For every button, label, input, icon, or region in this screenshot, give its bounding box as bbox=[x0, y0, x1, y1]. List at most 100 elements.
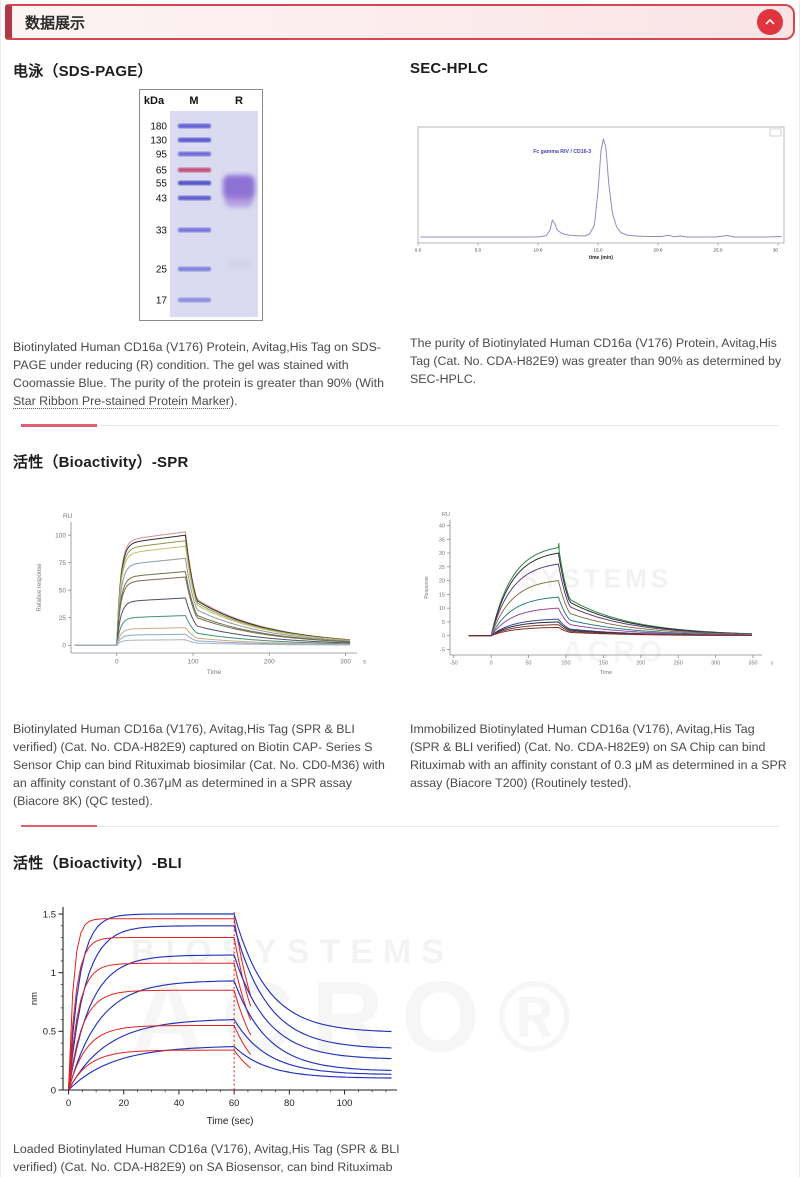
svg-text:200: 200 bbox=[636, 661, 645, 667]
svg-text:200: 200 bbox=[264, 659, 275, 666]
svg-text:75: 75 bbox=[59, 561, 67, 568]
svg-text:s: s bbox=[363, 660, 366, 666]
svg-text:80: 80 bbox=[284, 1098, 295, 1109]
section-header-bar: 数据展示 bbox=[5, 4, 795, 40]
sds-page-caption: Biotinylated Human CD16a (V176) Protein,… bbox=[13, 339, 390, 410]
svg-text:15: 15 bbox=[439, 593, 445, 599]
svg-text:15.0: 15.0 bbox=[594, 248, 603, 253]
svg-text:150: 150 bbox=[599, 661, 608, 667]
svg-text:M: M bbox=[189, 95, 198, 107]
svg-text:350: 350 bbox=[748, 661, 757, 667]
svg-text:0: 0 bbox=[66, 1098, 71, 1109]
svg-text:30: 30 bbox=[773, 248, 779, 253]
svg-text:100: 100 bbox=[55, 533, 66, 540]
svg-text:s: s bbox=[771, 661, 774, 667]
svg-text:0: 0 bbox=[62, 643, 66, 650]
svg-text:20.0: 20.0 bbox=[654, 248, 663, 253]
section-divider-2 bbox=[21, 824, 779, 828]
svg-text:65: 65 bbox=[156, 166, 168, 177]
svg-text:Relative response: Relative response bbox=[37, 563, 43, 612]
svg-text:55: 55 bbox=[156, 179, 168, 190]
svg-text:nm: nm bbox=[29, 992, 40, 1005]
svg-text:R: R bbox=[235, 95, 243, 107]
collapse-section-button[interactable] bbox=[757, 9, 783, 35]
svg-text:50: 50 bbox=[525, 661, 531, 667]
svg-text:95: 95 bbox=[156, 150, 168, 161]
svg-text:10.0: 10.0 bbox=[534, 248, 543, 253]
svg-text:35: 35 bbox=[439, 538, 445, 544]
spr-8k-caption: Biotinylated Human CD16a (V176), Avitag,… bbox=[13, 722, 385, 808]
spr-t200-column: SYSTEMS ACRO -5 0 5 10 15 20 25 30 35 40 -50 0 50 100 15… bbox=[410, 472, 787, 810]
svg-text:Time: Time bbox=[600, 670, 612, 676]
svg-text:5.0: 5.0 bbox=[475, 248, 482, 253]
caption-text: ). bbox=[229, 393, 238, 408]
sec-hplc-heading: SEC-HPLC bbox=[410, 60, 489, 77]
svg-text:RU: RU bbox=[63, 513, 73, 520]
svg-text:1.5: 1.5 bbox=[43, 909, 56, 920]
svg-text:33: 33 bbox=[156, 226, 168, 237]
sec-hplc-caption: The purity of Biotinylated Human CD16a (… bbox=[410, 336, 782, 386]
svg-text:-50: -50 bbox=[450, 661, 458, 667]
bli-heading: 活性（Bioactivity）-BLI bbox=[13, 854, 182, 872]
svg-text:100: 100 bbox=[561, 661, 570, 667]
sds-page-column: 电泳（SDS-PAGE） kDa M R 180 130 95 65 55 43 33 25 17 B… bbox=[13, 40, 390, 410]
svg-text:100: 100 bbox=[188, 659, 199, 666]
svg-text:20: 20 bbox=[118, 1098, 129, 1109]
svg-text:Response: Response bbox=[424, 576, 430, 599]
sds-page-figure-area: kDa M R 180 130 95 65 55 43 33 25 17 bbox=[13, 81, 390, 333]
sec-hplc-figure-area: 0.0 5.0 10.0 15.0 20.0 25.0 30 time (min) Fc gam… bbox=[410, 77, 787, 329]
svg-text:180: 180 bbox=[150, 122, 167, 133]
bli-section: BIOSYSTEMS ACRO® 00.511.5020406080100nmT… bbox=[1, 873, 799, 1135]
page-title: 数据展示 bbox=[25, 14, 86, 32]
svg-text:5: 5 bbox=[442, 620, 445, 626]
bli-chart: 0 0.5 1 1.5 0 20 40 60 80 100 nm Time (sec) bbox=[25, 897, 405, 1132]
qc-top-section: 电泳（SDS-PAGE） kDa M R 180 130 95 65 55 43 33 25 17 B… bbox=[1, 40, 799, 410]
svg-text:1: 1 bbox=[51, 968, 56, 979]
svg-text:0: 0 bbox=[442, 634, 445, 640]
svg-text:Time: Time bbox=[207, 669, 222, 676]
chevron-up-icon bbox=[765, 19, 775, 25]
svg-text:Time (sec): Time (sec) bbox=[207, 1116, 254, 1127]
svg-text:25: 25 bbox=[59, 616, 67, 623]
svg-text:0: 0 bbox=[51, 1085, 56, 1096]
svg-text:25: 25 bbox=[156, 265, 168, 276]
svg-text:250: 250 bbox=[674, 661, 683, 667]
svg-text:time (min): time (min) bbox=[589, 255, 613, 261]
svg-text:0.0: 0.0 bbox=[415, 248, 422, 253]
spr-chart-biacore-8k: 0 25 50 75 100 0 100 200 300 RU Relative response T… bbox=[29, 504, 369, 689]
sec-hplc-chart: 0.0 5.0 10.0 15.0 20.0 25.0 30 time (min) Fc gam… bbox=[410, 119, 790, 269]
svg-text:300: 300 bbox=[711, 661, 720, 667]
svg-text:30: 30 bbox=[439, 551, 445, 557]
svg-text:25: 25 bbox=[439, 565, 445, 571]
spr-chart-biacore-t200: SYSTEMS ACRO -5 0 5 10 15 20 25 30 35 40 -50 0 50 100 15… bbox=[416, 504, 776, 689]
svg-text:ACRO: ACRO bbox=[562, 636, 666, 669]
spr-section: 0 25 50 75 100 0 100 200 300 RU Relative response T… bbox=[1, 472, 799, 810]
marker-product-link[interactable]: Star Ribbon Pre-stained Protein Marker bbox=[13, 393, 230, 409]
svg-text:300: 300 bbox=[340, 659, 351, 666]
caption-text: Biotinylated Human CD16a (V176) Protein,… bbox=[13, 340, 384, 390]
svg-text:0: 0 bbox=[115, 659, 119, 666]
svg-text:43: 43 bbox=[156, 194, 168, 205]
svg-text:RU: RU bbox=[442, 512, 450, 518]
svg-text:Fc gamma RIV / CD16-3: Fc gamma RIV / CD16-3 bbox=[533, 149, 591, 155]
svg-text:-5: -5 bbox=[440, 648, 445, 654]
svg-text:kDa: kDa bbox=[144, 95, 165, 107]
svg-text:10: 10 bbox=[439, 607, 445, 613]
svg-text:50: 50 bbox=[59, 588, 67, 595]
svg-text:40: 40 bbox=[439, 524, 445, 530]
svg-text:100: 100 bbox=[337, 1098, 353, 1109]
svg-text:SYSTEMS: SYSTEMS bbox=[520, 564, 672, 594]
spr-heading: 活性（Bioactivity）-SPR bbox=[13, 454, 189, 472]
svg-text:60: 60 bbox=[229, 1098, 240, 1109]
sds-page-gel-figure: kDa M R 180 130 95 65 55 43 33 25 17 bbox=[139, 89, 263, 321]
sds-page-heading: 电泳（SDS-PAGE） bbox=[13, 63, 153, 80]
svg-text:0: 0 bbox=[490, 661, 493, 667]
svg-text:0.5: 0.5 bbox=[43, 1026, 56, 1037]
svg-text:25.0: 25.0 bbox=[714, 248, 723, 253]
svg-text:17: 17 bbox=[156, 296, 168, 307]
bli-caption: Loaded Biotinylated Human CD16a (V176), … bbox=[13, 1141, 400, 1174]
sec-hplc-column: SEC-HPLC 0.0 5.0 10.0 15.0 20.0 25.0 30 time (m… bbox=[410, 40, 787, 410]
svg-text:20: 20 bbox=[439, 579, 445, 585]
spr-8k-column: 0 25 50 75 100 0 100 200 300 RU Relative response T… bbox=[13, 472, 390, 810]
